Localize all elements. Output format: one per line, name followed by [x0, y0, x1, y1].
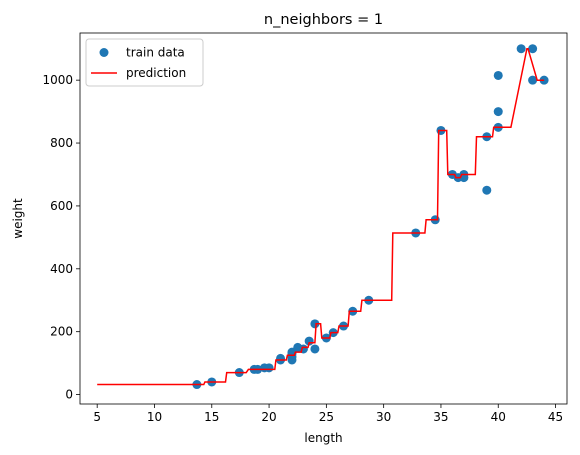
prediction-line — [97, 47, 545, 386]
y-tick-label: 400 — [50, 262, 73, 276]
data-point — [493, 107, 503, 117]
plot-marks — [97, 44, 549, 390]
x-tick-label: 30 — [376, 410, 391, 424]
legend-box — [85, 38, 204, 87]
y-axis-label: weight — [11, 198, 25, 239]
x-tick-label: 40 — [491, 410, 506, 424]
legend-marker-train-data — [99, 48, 109, 57]
data-point — [528, 75, 538, 85]
x-tick-label: 5 — [93, 410, 101, 424]
x-tick-label: 10 — [147, 410, 162, 424]
axis-ticks: 5 10 15 20 25 30 35 40 45 0 200 400 600 800 1000 — [42, 73, 563, 424]
y-tick-label: 800 — [50, 136, 73, 150]
y-tick-label: 1000 — [42, 73, 73, 87]
x-tick-label: 25 — [319, 410, 334, 424]
plot-frame — [79, 32, 568, 405]
x-tick-label: 20 — [261, 410, 276, 424]
data-point — [516, 44, 526, 54]
data-point — [310, 319, 320, 329]
y-tick-label: 600 — [50, 199, 73, 213]
x-tick-label: 15 — [204, 410, 219, 424]
data-point — [493, 70, 503, 80]
x-tick-label: 35 — [433, 410, 448, 424]
legend: train data prediction — [85, 38, 204, 87]
data-point — [264, 363, 274, 373]
data-point — [310, 344, 320, 354]
chart-title: n_neighbors = 1 — [264, 12, 383, 28]
y-tick-label: 0 — [65, 388, 73, 402]
legend-label-prediction: prediction — [126, 66, 186, 80]
x-tick-label: 45 — [548, 410, 563, 424]
data-point — [482, 185, 492, 195]
data-point — [276, 353, 286, 363]
legend-label-train-data: train data — [126, 46, 185, 60]
y-tick-label: 200 — [50, 325, 73, 339]
data-point — [528, 44, 538, 54]
x-axis-label: length — [304, 431, 342, 445]
